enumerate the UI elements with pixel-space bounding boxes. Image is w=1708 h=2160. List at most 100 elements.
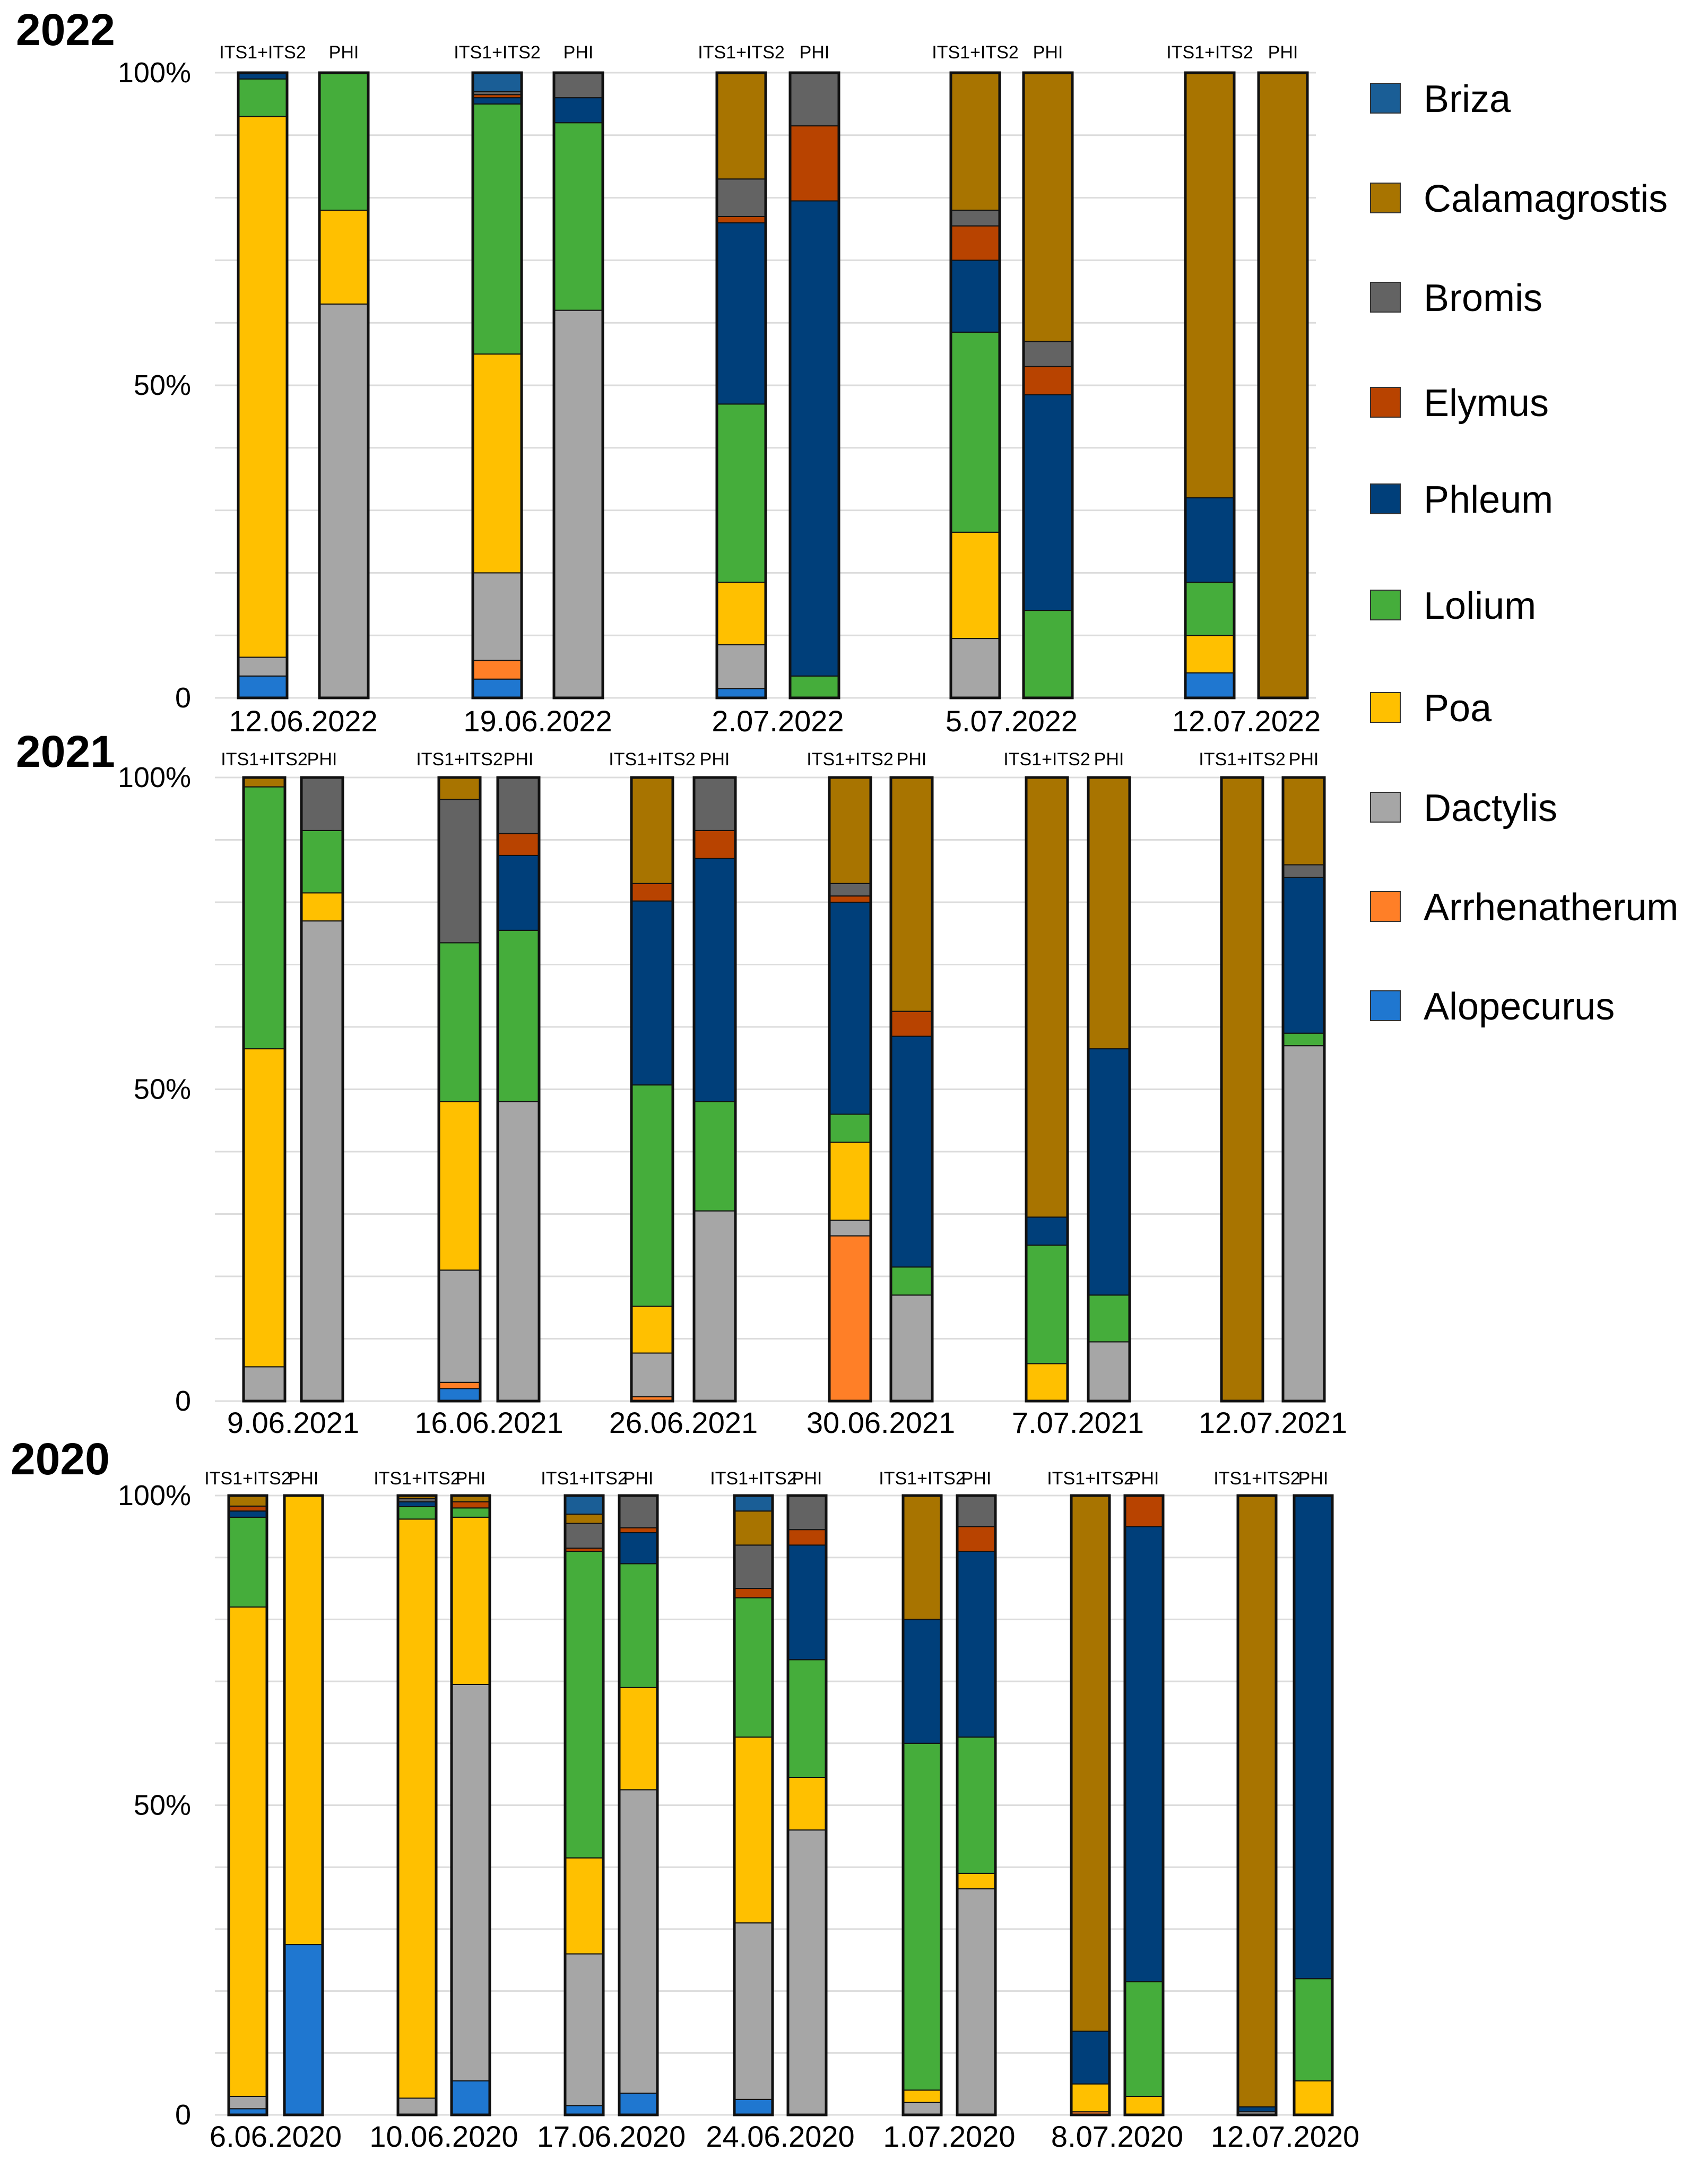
legend-swatch-lolium bbox=[1370, 590, 1401, 620]
bar-segment-lolium bbox=[716, 403, 766, 583]
bar-segment-poa bbox=[451, 1516, 490, 1685]
bar-segment-lolium bbox=[553, 122, 603, 311]
bar-segment-lolium bbox=[243, 786, 285, 1050]
bar-outline bbox=[949, 71, 1001, 699]
bar-segment-dactylis bbox=[243, 1366, 285, 1402]
bar-segment-bromis bbox=[438, 799, 481, 944]
bar-segment-dactylis bbox=[238, 656, 288, 677]
bar-segment-poa bbox=[734, 1736, 773, 1924]
bar-method-label: ITS1+ITS2 bbox=[1213, 1468, 1300, 1489]
bar-segment-bromis bbox=[787, 1495, 827, 1531]
bar-outline bbox=[300, 776, 344, 1403]
bar-segment-alopecurus bbox=[238, 675, 288, 699]
bar-segment-phleum bbox=[553, 97, 603, 124]
bar-segment-bromis bbox=[693, 777, 736, 831]
bar-outline bbox=[1236, 1494, 1278, 2116]
group-date-label: 6.06.2020 bbox=[210, 2120, 342, 2153]
bar-outline bbox=[471, 71, 523, 699]
bar-segment-lolium bbox=[693, 1101, 736, 1212]
bar-segment-lolium bbox=[903, 1742, 942, 2091]
group-date-label: 5.07.2022 bbox=[946, 704, 1078, 738]
legend-swatch-bromis bbox=[1370, 282, 1401, 313]
legend-swatch-elymus bbox=[1370, 387, 1401, 418]
bar-segment-dactylis bbox=[903, 2102, 942, 2115]
bar-segment-bromis bbox=[553, 72, 603, 99]
bar-segment-bromis bbox=[734, 1544, 773, 1589]
bar-segment-calamagrostis bbox=[1258, 72, 1308, 698]
legend-swatch-briza bbox=[1370, 83, 1401, 114]
bar-segment-phleum bbox=[787, 1544, 827, 1661]
bar-segment-phleum bbox=[497, 854, 540, 931]
bar-segment-lolium bbox=[957, 1736, 996, 1874]
bar-segment-dactylis bbox=[565, 1953, 604, 2106]
bar-method-label: ITS1+ITS2 bbox=[807, 749, 893, 770]
bar-segment-elymus bbox=[790, 125, 839, 202]
bar-outline bbox=[786, 1494, 828, 2116]
bar-method-label: PHI bbox=[800, 42, 830, 63]
bar-segment-bromis bbox=[497, 777, 540, 834]
bar-method-label: ITS1+ITS2 bbox=[710, 1468, 796, 1489]
bar-segment-poa bbox=[472, 353, 522, 574]
bar-segment-poa bbox=[950, 531, 1000, 640]
legend-swatch-dactylis bbox=[1370, 792, 1401, 823]
bar-segment-poa bbox=[397, 1518, 437, 2099]
bar-segment-phleum bbox=[1185, 497, 1235, 583]
bar-segment-calamagrostis bbox=[1237, 1495, 1277, 2107]
bar-method-label: ITS1+ITS2 bbox=[219, 42, 306, 63]
bar-method-label: ITS1+ITS2 bbox=[879, 1468, 965, 1489]
bar-method-label: ITS1+ITS2 bbox=[1166, 42, 1253, 63]
bar-segment-bromis bbox=[829, 883, 871, 897]
bar-segment-dactylis bbox=[950, 638, 1000, 698]
bar-segment-lolium bbox=[319, 72, 369, 211]
bar-method-label: PHI bbox=[329, 42, 359, 63]
bar-outline bbox=[1070, 1494, 1111, 2116]
bar-outline bbox=[901, 1494, 943, 2116]
bar-method-label: PHI bbox=[289, 1468, 319, 1489]
bar-segment-elymus bbox=[950, 225, 1000, 261]
bar-segment-elymus bbox=[957, 1526, 996, 1552]
bar-segment-alopecurus bbox=[438, 1388, 481, 1402]
bar-segment-lolium bbox=[228, 1516, 267, 1608]
bar-segment-dactylis bbox=[228, 2095, 267, 2110]
bar-method-label: PHI bbox=[456, 1468, 486, 1489]
legend-swatch-phleum bbox=[1370, 483, 1401, 514]
bar-segment-lolium bbox=[1124, 1981, 1164, 2097]
bar-segment-alopecurus bbox=[284, 1944, 323, 2115]
bar-segment-calamagrostis bbox=[1023, 72, 1073, 342]
bar-segment-alopecurus bbox=[472, 678, 522, 699]
bar-segment-lolium bbox=[1026, 1245, 1068, 1364]
bar-segment-calamagrostis bbox=[903, 1495, 942, 1620]
legend-label: Arrhenatherum bbox=[1424, 886, 1678, 929]
bar-segment-dactylis bbox=[451, 1683, 490, 2081]
bar-segment-elymus bbox=[451, 1501, 490, 1509]
bar-outline bbox=[242, 776, 287, 1403]
y-tick-label: 0 bbox=[175, 682, 191, 714]
group-date-label: 12.07.2021 bbox=[1199, 1406, 1347, 1439]
bar-outline bbox=[396, 1494, 438, 2116]
bar-segment-calamagrostis bbox=[1185, 72, 1235, 499]
bar-segment-phleum bbox=[1282, 877, 1325, 1034]
bar-segment-poa bbox=[243, 1048, 285, 1368]
group-date-label: 8.07.2020 bbox=[1051, 2120, 1183, 2153]
bar-segment-lolium bbox=[1294, 1978, 1333, 2081]
bar-outline bbox=[283, 1494, 324, 2116]
bar-segment-phleum bbox=[631, 900, 673, 1086]
legend-label: Elymus bbox=[1424, 382, 1549, 425]
group-date-label: 1.07.2020 bbox=[883, 2120, 1015, 2153]
bar-segment-poa bbox=[1185, 635, 1235, 673]
bar-method-label: PHI bbox=[700, 749, 730, 770]
bar-segment-poa bbox=[228, 1606, 267, 2097]
y-tick-label: 0 bbox=[175, 2099, 191, 2131]
bar-outline bbox=[450, 1494, 491, 2116]
bar-method-label: PHI bbox=[623, 1468, 654, 1489]
bar-segment-alopecurus bbox=[716, 688, 766, 698]
bar-method-label: PHI bbox=[563, 42, 594, 63]
bar-outline bbox=[1220, 776, 1264, 1403]
bar-segment-lolium bbox=[790, 675, 839, 699]
bar-segment-lolium bbox=[397, 1506, 437, 1520]
bar-outline bbox=[552, 71, 604, 699]
bar-segment-lolium bbox=[497, 929, 540, 1102]
bar-segment-poa bbox=[957, 1872, 996, 1890]
bar-segment-poa bbox=[829, 1142, 871, 1221]
bar-segment-phleum bbox=[693, 858, 736, 1102]
